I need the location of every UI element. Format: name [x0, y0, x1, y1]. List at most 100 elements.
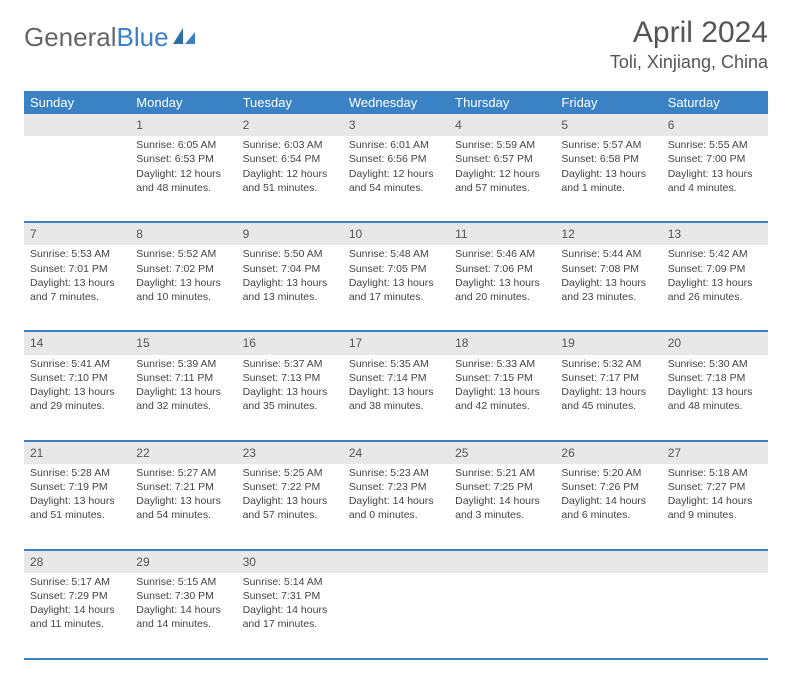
sunset-text: Sunset: 7:30 PM — [136, 589, 230, 603]
day-cell: Sunrise: 5:55 AMSunset: 7:00 PMDaylight:… — [662, 136, 768, 222]
day-number — [555, 551, 661, 573]
day-number — [662, 551, 768, 573]
sunset-text: Sunset: 7:27 PM — [668, 480, 762, 494]
week-separator — [24, 659, 768, 660]
day2-text: and 11 minutes. — [30, 617, 124, 631]
day-cell: Sunrise: 5:37 AMSunset: 7:13 PMDaylight:… — [237, 355, 343, 441]
day-cell: Sunrise: 5:57 AMSunset: 6:58 PMDaylight:… — [555, 136, 661, 222]
day-number: 9 — [237, 223, 343, 245]
sunset-text: Sunset: 7:06 PM — [455, 262, 549, 276]
day-cell: Sunrise: 5:23 AMSunset: 7:23 PMDaylight:… — [343, 464, 449, 550]
day2-text: and 17 minutes. — [349, 290, 443, 304]
day1-text: Daylight: 13 hours — [243, 276, 337, 290]
day-cell: Sunrise: 5:44 AMSunset: 7:08 PMDaylight:… — [555, 245, 661, 331]
sunrise-text: Sunrise: 5:27 AM — [136, 466, 230, 480]
day2-text: and 26 minutes. — [668, 290, 762, 304]
sunset-text: Sunset: 7:15 PM — [455, 371, 549, 385]
day2-text: and 51 minutes. — [243, 181, 337, 195]
day2-text: and 32 minutes. — [136, 399, 230, 413]
sunset-text: Sunset: 7:09 PM — [668, 262, 762, 276]
sunrise-text: Sunrise: 5:37 AM — [243, 357, 337, 371]
day2-text: and 7 minutes. — [30, 290, 124, 304]
sunset-text: Sunset: 7:18 PM — [668, 371, 762, 385]
sunset-text: Sunset: 7:11 PM — [136, 371, 230, 385]
day-number: 22 — [130, 442, 236, 464]
day-number: 19 — [555, 332, 661, 354]
col-saturday: Saturday — [662, 91, 768, 114]
day1-text: Daylight: 13 hours — [30, 385, 124, 399]
day-number: 4 — [449, 114, 555, 136]
col-wednesday: Wednesday — [343, 91, 449, 114]
sunset-text: Sunset: 7:14 PM — [349, 371, 443, 385]
sunset-text: Sunset: 7:13 PM — [243, 371, 337, 385]
sunrise-text: Sunrise: 5:52 AM — [136, 247, 230, 261]
day-number-row: 14151617181920 — [24, 332, 768, 354]
sunset-text: Sunset: 7:04 PM — [243, 262, 337, 276]
day1-text: Daylight: 13 hours — [561, 276, 655, 290]
col-monday: Monday — [130, 91, 236, 114]
day-number — [24, 114, 130, 136]
sunrise-text: Sunrise: 5:17 AM — [30, 575, 124, 589]
day1-text: Daylight: 13 hours — [136, 385, 230, 399]
day-number: 30 — [237, 551, 343, 573]
day1-text: Daylight: 13 hours — [349, 276, 443, 290]
day1-text: Daylight: 14 hours — [668, 494, 762, 508]
col-friday: Friday — [555, 91, 661, 114]
day1-text: Daylight: 14 hours — [455, 494, 549, 508]
day1-text: Daylight: 13 hours — [561, 385, 655, 399]
day-number: 6 — [662, 114, 768, 136]
sunrise-text: Sunrise: 5:57 AM — [561, 138, 655, 152]
day2-text: and 0 minutes. — [349, 508, 443, 522]
sunrise-text: Sunrise: 5:39 AM — [136, 357, 230, 371]
calendar-table: Sunday Monday Tuesday Wednesday Thursday… — [24, 91, 768, 660]
day-cell: Sunrise: 5:48 AMSunset: 7:05 PMDaylight:… — [343, 245, 449, 331]
day2-text: and 4 minutes. — [668, 181, 762, 195]
sunrise-text: Sunrise: 5:41 AM — [30, 357, 124, 371]
day-cell: Sunrise: 5:18 AMSunset: 7:27 PMDaylight:… — [662, 464, 768, 550]
week-row: Sunrise: 5:28 AMSunset: 7:19 PMDaylight:… — [24, 464, 768, 550]
day-number: 7 — [24, 223, 130, 245]
day1-text: Daylight: 13 hours — [668, 167, 762, 181]
brand-text-1: General — [24, 22, 117, 53]
day-cell: Sunrise: 5:39 AMSunset: 7:11 PMDaylight:… — [130, 355, 236, 441]
sunset-text: Sunset: 7:23 PM — [349, 480, 443, 494]
day2-text: and 14 minutes. — [136, 617, 230, 631]
day1-text: Daylight: 13 hours — [455, 276, 549, 290]
day1-text: Daylight: 13 hours — [561, 167, 655, 181]
day-cell: Sunrise: 5:17 AMSunset: 7:29 PMDaylight:… — [24, 573, 130, 659]
day-cell: Sunrise: 5:52 AMSunset: 7:02 PMDaylight:… — [130, 245, 236, 331]
day-number: 27 — [662, 442, 768, 464]
col-sunday: Sunday — [24, 91, 130, 114]
day2-text: and 10 minutes. — [136, 290, 230, 304]
day-cell: Sunrise: 5:46 AMSunset: 7:06 PMDaylight:… — [449, 245, 555, 331]
day-number: 28 — [24, 551, 130, 573]
day2-text: and 35 minutes. — [243, 399, 337, 413]
sunset-text: Sunset: 7:25 PM — [455, 480, 549, 494]
day-number-row: 123456 — [24, 114, 768, 136]
day-cell: Sunrise: 6:01 AMSunset: 6:56 PMDaylight:… — [343, 136, 449, 222]
week-row: Sunrise: 5:41 AMSunset: 7:10 PMDaylight:… — [24, 355, 768, 441]
sunset-text: Sunset: 7:17 PM — [561, 371, 655, 385]
day-number: 8 — [130, 223, 236, 245]
day-number: 2 — [237, 114, 343, 136]
day2-text: and 57 minutes. — [455, 181, 549, 195]
day-number: 1 — [130, 114, 236, 136]
day-cell — [662, 573, 768, 659]
day-cell: Sunrise: 5:25 AMSunset: 7:22 PMDaylight:… — [237, 464, 343, 550]
sunrise-text: Sunrise: 5:48 AM — [349, 247, 443, 261]
day-number: 5 — [555, 114, 661, 136]
day2-text: and 3 minutes. — [455, 508, 549, 522]
day-cell: Sunrise: 5:20 AMSunset: 7:26 PMDaylight:… — [555, 464, 661, 550]
sunrise-text: Sunrise: 5:32 AM — [561, 357, 655, 371]
day2-text: and 57 minutes. — [243, 508, 337, 522]
day2-text: and 29 minutes. — [30, 399, 124, 413]
day1-text: Daylight: 14 hours — [30, 603, 124, 617]
month-title: April 2024 — [610, 16, 768, 50]
day-cell: Sunrise: 6:03 AMSunset: 6:54 PMDaylight:… — [237, 136, 343, 222]
day-number: 29 — [130, 551, 236, 573]
day-cell: Sunrise: 5:35 AMSunset: 7:14 PMDaylight:… — [343, 355, 449, 441]
day-number: 14 — [24, 332, 130, 354]
day2-text: and 20 minutes. — [455, 290, 549, 304]
day-cell — [555, 573, 661, 659]
sunset-text: Sunset: 7:00 PM — [668, 152, 762, 166]
